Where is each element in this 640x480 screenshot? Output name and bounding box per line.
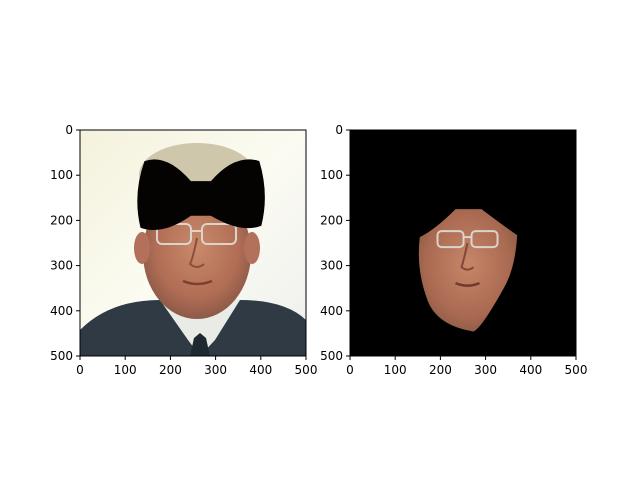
nose [188, 237, 205, 268]
face-cutout [418, 209, 518, 332]
right-y-tick-label: 400 [320, 304, 343, 318]
right-x-tick-label: 500 [565, 363, 588, 377]
left-x-tick-label: 300 [204, 363, 227, 377]
left-lens [436, 230, 465, 249]
mouth [455, 281, 481, 287]
left-y-tick-label: 400 [50, 304, 73, 318]
left-x-tick-label: 200 [159, 363, 182, 377]
right-ear [244, 232, 260, 264]
left-y-tick-label: 0 [65, 123, 73, 137]
left-y-tick-label: 500 [50, 349, 73, 363]
right-y-tick-label: 0 [335, 123, 343, 137]
mouth [182, 279, 213, 286]
right-x-tick-label: 100 [384, 363, 407, 377]
nose [460, 242, 475, 271]
right-y-tick-label: 300 [320, 259, 343, 273]
left-y-tick-label: 300 [50, 259, 73, 273]
left-y-tick-label: 100 [50, 168, 73, 182]
left-x-tick-label: 400 [249, 363, 272, 377]
left-y-tick-label: 200 [50, 213, 73, 227]
right-lens [470, 230, 499, 249]
left-axes-frame [79, 129, 307, 357]
right-y-tick-label: 500 [320, 349, 343, 363]
tie [190, 333, 210, 356]
right-x-tick-label: 400 [519, 363, 542, 377]
right-x-tick-label: 0 [346, 363, 354, 377]
right-x-tick-label: 300 [474, 363, 497, 377]
right-y-tick-label: 100 [320, 168, 343, 182]
left-x-tick-label: 0 [76, 363, 84, 377]
right-axes-frame [349, 129, 577, 357]
left-x-tick-label: 100 [114, 363, 137, 377]
right-y-tick-label: 200 [320, 213, 343, 227]
bow-mask [137, 159, 265, 230]
left-x-tick-label: 500 [295, 363, 318, 377]
left-ear [134, 232, 150, 264]
right-x-tick-label: 200 [429, 363, 452, 377]
